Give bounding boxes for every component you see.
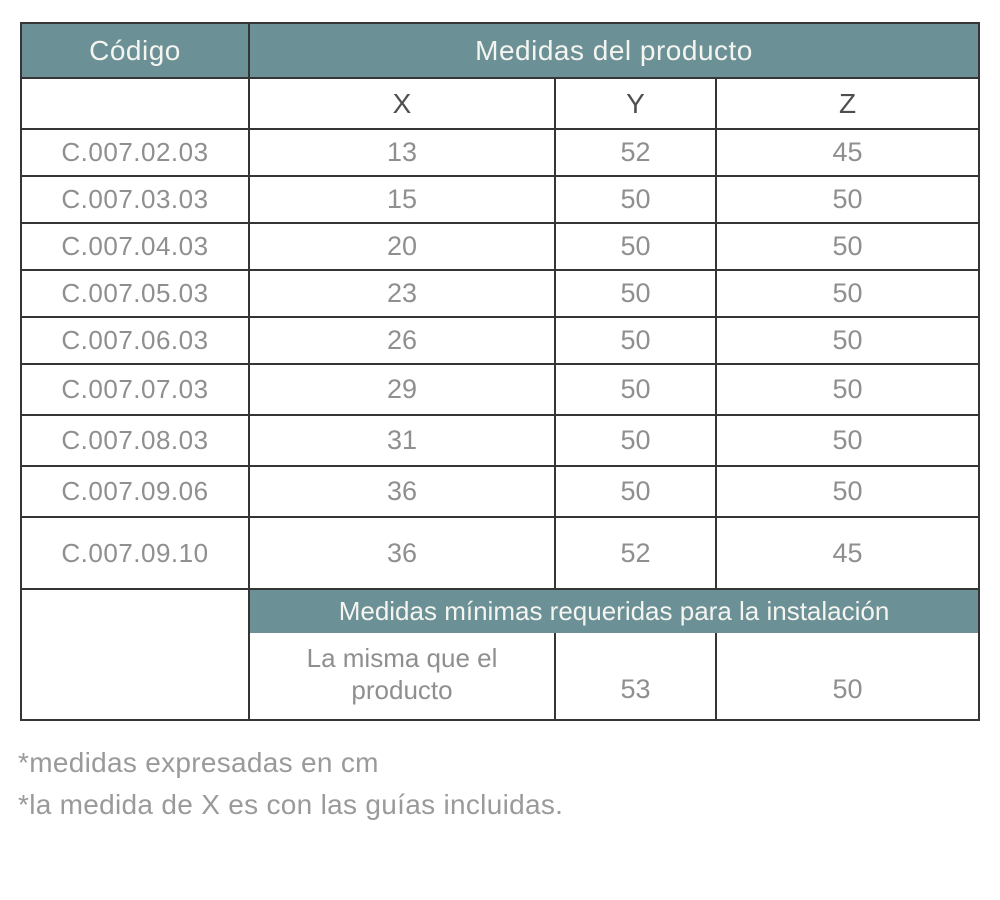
table-row: C.007.09.06 36 50 50: [20, 465, 981, 518]
code-cell: C.007.04.03: [20, 222, 250, 271]
installation-z-cell: 50: [714, 633, 981, 721]
installation-x-cell: La misma que el producto: [248, 633, 556, 721]
codigo-header: Código: [20, 22, 250, 79]
code-cell: C.007.08.03: [20, 414, 250, 467]
installation-y-cell: 53: [554, 633, 717, 721]
z-value-cell: 45: [714, 128, 981, 177]
x-value-cell: 29: [248, 363, 556, 416]
axis-z-label: Z: [714, 77, 981, 130]
code-cell: C.007.06.03: [20, 316, 250, 365]
axis-labels-row: X Y Z: [20, 77, 981, 130]
x-value-cell: 20: [248, 222, 556, 271]
y-value-cell: 50: [554, 414, 717, 467]
installation-banner-row: Medidas mínimas requeridas para la insta…: [20, 588, 981, 721]
table-row: C.007.03.03 15 50 50: [20, 175, 981, 224]
y-value-cell: 52: [554, 516, 717, 590]
y-value-cell: 50: [554, 316, 717, 365]
axis-y-label: Y: [554, 77, 717, 130]
code-cell: C.007.05.03: [20, 269, 250, 318]
z-value-cell: 50: [714, 363, 981, 416]
y-value-cell: 50: [554, 175, 717, 224]
x-value-cell: 13: [248, 128, 556, 177]
x-value-cell: 36: [248, 516, 556, 590]
empty-corner-cell: [20, 77, 250, 130]
x-value-cell: 31: [248, 414, 556, 467]
medidas-header: Medidas del producto: [247, 22, 981, 79]
table-row: C.007.09.10 36 52 45: [20, 516, 981, 590]
z-value-cell: 50: [714, 269, 981, 318]
x-value-cell: 23: [248, 269, 556, 318]
footnote-units: *medidas expresadas en cm: [18, 747, 379, 778]
z-value-cell: 45: [714, 516, 981, 590]
code-cell: C.007.07.03: [20, 363, 250, 416]
y-value-cell: 50: [554, 222, 717, 271]
footnotes: *medidas expresadas en cm *la medida de …: [18, 742, 563, 826]
code-cell: C.007.09.10: [20, 516, 250, 590]
z-value-cell: 50: [714, 222, 981, 271]
y-value-cell: 50: [554, 363, 717, 416]
z-value-cell: 50: [714, 414, 981, 467]
footnote-guides: *la medida de X es con las guías incluid…: [18, 789, 564, 820]
x-value-cell: 36: [248, 465, 556, 518]
table-row: C.007.04.03 20 50 50: [20, 222, 981, 271]
axis-x-label: X: [248, 77, 556, 130]
z-value-cell: 50: [714, 175, 981, 224]
table-row: C.007.02.03 13 52 45: [20, 128, 981, 177]
y-value-cell: 52: [554, 128, 717, 177]
table-row: C.007.06.03 26 50 50: [20, 316, 981, 365]
table-row: C.007.05.03 23 50 50: [20, 269, 981, 318]
x-value-cell: 26: [248, 316, 556, 365]
z-value-cell: 50: [714, 316, 981, 365]
code-cell: C.007.09.06: [20, 465, 250, 518]
product-measurements-table: Código Medidas del producto X Y Z C.007.…: [20, 22, 981, 721]
code-cell: C.007.02.03: [20, 128, 250, 177]
empty-footer-cell: [20, 588, 250, 721]
y-value-cell: 50: [554, 465, 717, 518]
x-value-cell: 15: [248, 175, 556, 224]
installation-banner: Medidas mínimas requeridas para la insta…: [247, 588, 981, 633]
code-cell: C.007.03.03: [20, 175, 250, 224]
table-header-row: Código Medidas del producto: [20, 22, 981, 79]
table-row: C.007.07.03 29 50 50: [20, 363, 981, 416]
z-value-cell: 50: [714, 465, 981, 518]
table-row: C.007.08.03 31 50 50: [20, 414, 981, 467]
installation-values-row: La misma que el producto 53 50: [21, 633, 981, 721]
y-value-cell: 50: [554, 269, 717, 318]
